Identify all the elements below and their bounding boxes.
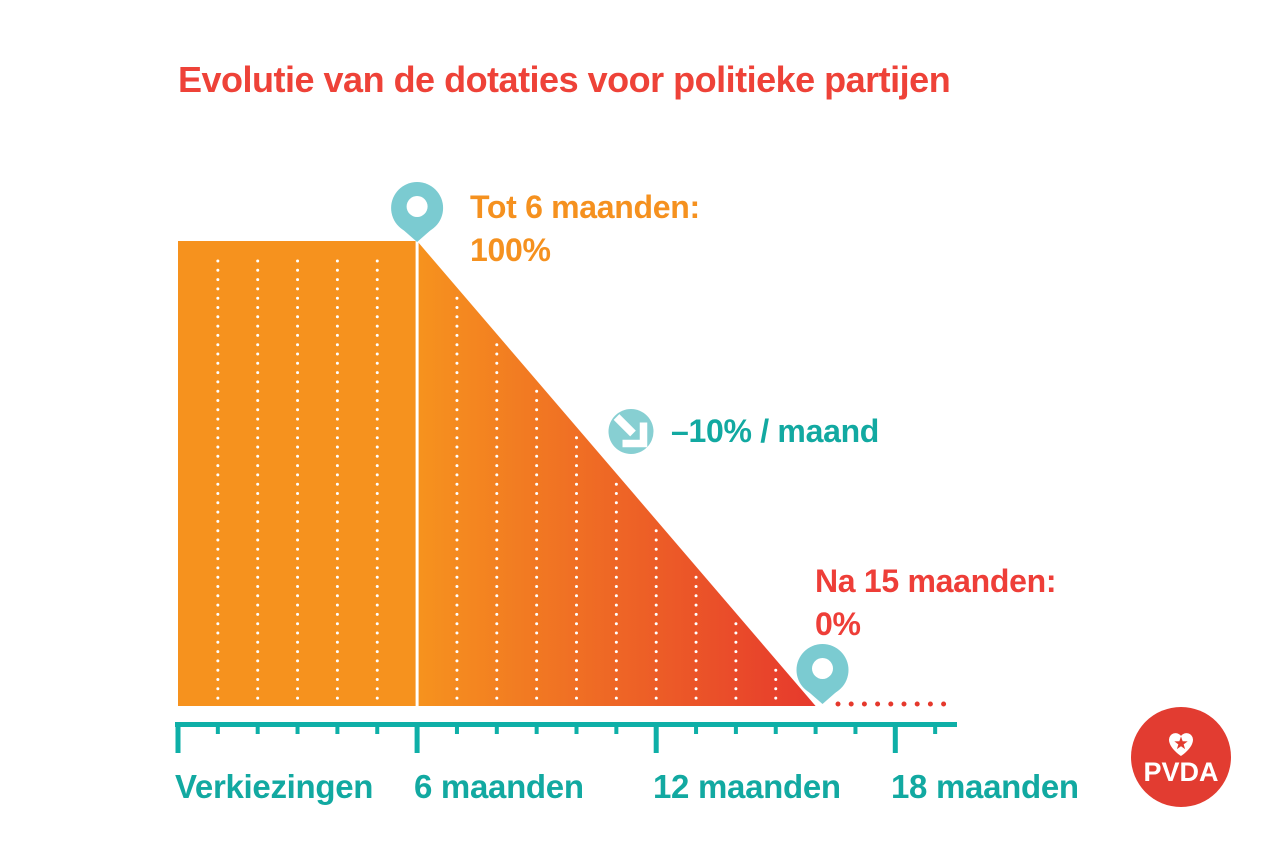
pvda-logo-text: PVDA — [1143, 757, 1219, 787]
decline-rate-label: –10% / maand — [671, 413, 880, 449]
x-axis-minor-tick — [733, 722, 738, 734]
x-axis-label-18-maanden: 18 maanden — [891, 768, 1079, 805]
x-axis-label-verkiezingen: Verkiezingen — [175, 768, 374, 805]
peak-annotation: Tot 6 maanden: 100% — [470, 186, 700, 272]
x-axis-minor-tick — [454, 722, 459, 734]
pvda-logo: PVDA — [1131, 707, 1231, 807]
location-pin-icon-peak — [391, 182, 444, 242]
zero-annotation: Na 15 maanden: 0% — [815, 560, 1057, 646]
x-axis-label-12-maanden: 12 maanden — [653, 768, 841, 805]
x-axis-minor-tick — [215, 722, 220, 734]
x-axis-minor-tick — [574, 722, 579, 734]
x-axis-minor-tick — [534, 722, 539, 734]
zero-annotation-line1: Na 15 maanden: — [815, 563, 1057, 599]
x-axis-major-tick — [892, 722, 898, 753]
location-pin-icon-zero — [796, 644, 849, 704]
decline-arrow-icon — [608, 409, 654, 454]
x-axis-minor-tick — [295, 722, 300, 734]
dotted-month-grid — [216, 259, 778, 703]
x-axis-minor-tick — [494, 722, 499, 734]
zero-annotation-value: 0% — [815, 606, 861, 642]
x-axis-minor-tick — [694, 722, 699, 734]
x-axis-major-tick — [414, 722, 420, 753]
x-axis-minor-tick — [933, 722, 938, 734]
x-axis-label-6-maanden: 6 maanden — [414, 768, 584, 805]
x-axis-minor-tick — [813, 722, 818, 734]
x-axis-minor-tick — [614, 722, 619, 734]
x-axis-ruler — [175, 722, 957, 753]
x-axis-minor-tick — [335, 722, 340, 734]
x-axis-minor-tick — [375, 722, 380, 734]
peak-annotation-line1: Tot 6 maanden: — [470, 189, 700, 225]
chart-title: Evolutie van de dotaties voor politieke … — [178, 59, 951, 100]
x-axis-minor-tick — [773, 722, 778, 734]
x-axis-minor-tick — [255, 722, 260, 734]
x-axis-major-tick — [653, 722, 659, 753]
x-axis-major-tick — [175, 722, 181, 753]
peak-annotation-value: 100% — [470, 232, 551, 268]
heart-star-icon — [1169, 733, 1193, 756]
x-axis-minor-tick — [853, 722, 858, 734]
